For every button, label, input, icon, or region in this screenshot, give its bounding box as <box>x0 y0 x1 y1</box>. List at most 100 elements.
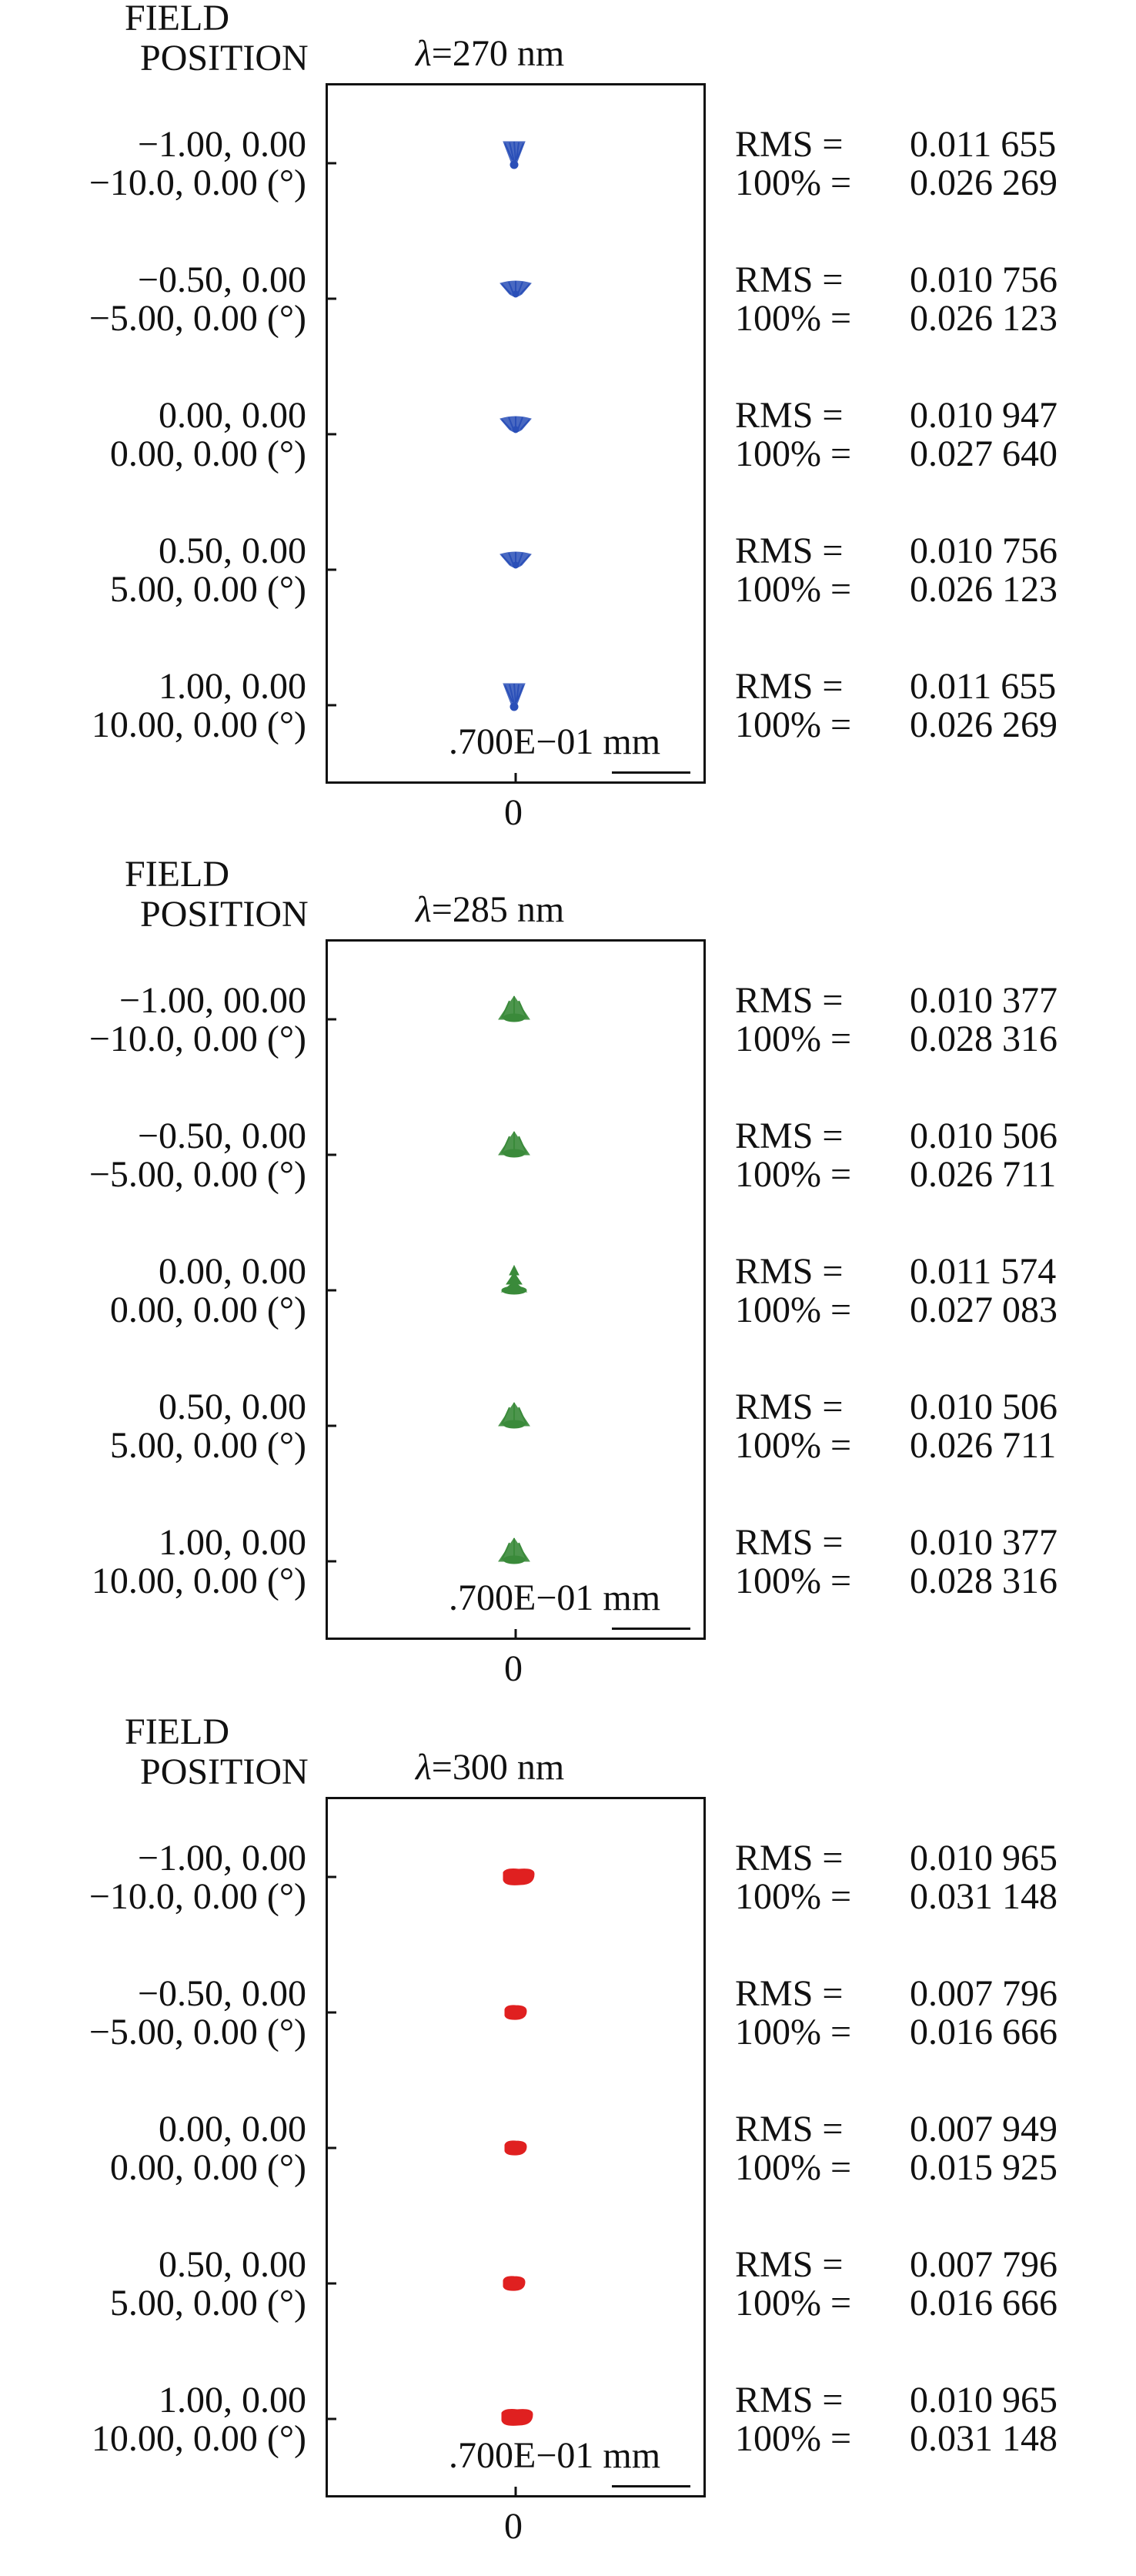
spot-layer <box>500 141 532 711</box>
geo-radius-label: 100% = <box>735 298 852 339</box>
spot-diagram-panel-285nm: FIELD POSITION λ=285 nm 0 .700E−01 mm −1… <box>0 856 1136 1718</box>
rms-value: 0.011 655 <box>910 124 1057 165</box>
geo-radius-value: 0.027 083 <box>910 1290 1057 1330</box>
geo-radius-label: 100% = <box>735 162 852 203</box>
geo-radius-label: 100% = <box>735 704 852 745</box>
spot-285-f1 <box>498 995 530 1022</box>
spot-285-f4 <box>498 1402 530 1429</box>
field-header: FIELD <box>125 0 229 38</box>
rms-value: 0.010 965 <box>910 1838 1057 1878</box>
field-angle: 10.00, 0.00 (°) <box>91 1561 306 1601</box>
spot-layer <box>501 1868 535 2426</box>
field-normalized: −1.00, 00.00 <box>119 980 306 1021</box>
scale-label: .700E−01 mm <box>449 2435 661 2476</box>
geo-radius-value: 0.028 316 <box>910 1561 1057 1601</box>
field-normalized: 0.50, 0.00 <box>159 1387 306 1427</box>
rms-label: RMS = <box>735 1387 844 1427</box>
rms-value: 0.007 796 <box>910 2244 1057 2285</box>
field-row: −1.00, 0.00 −10.0, 0.00 (°) RMS = 0.011 … <box>0 126 1136 219</box>
field-angle: 5.00, 0.00 (°) <box>109 1425 306 1466</box>
field-angle: 5.00, 0.00 (°) <box>109 569 306 610</box>
field-angle: −5.00, 0.00 (°) <box>89 298 306 339</box>
field-header: FIELD <box>125 1711 229 1752</box>
wavelength-value: =270 nm <box>431 33 565 74</box>
geo-radius-value: 0.026 711 <box>910 1154 1057 1195</box>
rms-label: RMS = <box>735 2244 844 2285</box>
geo-radius-value: 0.031 148 <box>910 2418 1057 2459</box>
geo-radius-value: 0.028 316 <box>910 1019 1057 1059</box>
wavelength-value: =300 nm <box>431 1747 565 1788</box>
rms-value: 0.010 965 <box>910 2380 1057 2420</box>
geo-radius-label: 100% = <box>735 2283 852 2323</box>
geo-radius-value: 0.026 123 <box>910 298 1057 339</box>
field-angle: 0.00, 0.00 (°) <box>109 1290 306 1330</box>
geo-radius-value: 0.016 666 <box>910 2283 1057 2323</box>
field-row: 0.00, 0.00 0.00, 0.00 (°) RMS = 0.007 94… <box>0 2111 1136 2203</box>
rms-label: RMS = <box>735 2109 844 2149</box>
lambda-symbol: λ <box>416 889 432 930</box>
geo-radius-label: 100% = <box>735 1876 852 1917</box>
geo-radius-label: 100% = <box>735 1561 852 1601</box>
spot-300-f4 <box>503 2276 526 2291</box>
geo-radius-label: 100% = <box>735 1154 852 1195</box>
field-normalized: −0.50, 0.00 <box>137 1973 306 2014</box>
geo-radius-value: 0.026 269 <box>910 704 1057 745</box>
field-normalized: −0.50, 0.00 <box>137 1116 306 1156</box>
spot-diagram-panel-300nm: FIELD POSITION λ=300 nm 0 .700E−01 mm −1… <box>0 1714 1136 2576</box>
field-normalized: −0.50, 0.00 <box>137 259 306 300</box>
spot-270-f1 <box>503 141 526 169</box>
field-row: 1.00, 0.00 10.00, 0.00 (°) RMS = 0.011 6… <box>0 668 1136 761</box>
x-tick-label: 0 <box>504 792 523 833</box>
geo-radius-value: 0.015 925 <box>910 2147 1057 2188</box>
field-row: 0.00, 0.00 0.00, 0.00 (°) RMS = 0.010 94… <box>0 397 1136 490</box>
spot-diagram-panel-270nm: FIELD POSITION λ=270 nm 0 .700E−01 mm −1… <box>0 0 1136 862</box>
field-row: 1.00, 0.00 10.00, 0.00 (°) RMS = 0.010 9… <box>0 2382 1136 2474</box>
geo-radius-label: 100% = <box>735 2147 852 2188</box>
rms-value: 0.010 947 <box>910 395 1057 436</box>
field-angle: 0.00, 0.00 (°) <box>109 433 306 474</box>
rms-value: 0.010 506 <box>910 1116 1057 1156</box>
field-normalized: 1.00, 0.00 <box>159 1522 306 1563</box>
field-normalized: 0.00, 0.00 <box>159 2109 306 2149</box>
geo-radius-label: 100% = <box>735 569 852 610</box>
field-angle: −10.0, 0.00 (°) <box>89 1876 306 1917</box>
field-row: 0.50, 0.00 5.00, 0.00 (°) RMS = 0.010 50… <box>0 1389 1136 1481</box>
wavelength-label: λ=285 nm <box>416 892 564 928</box>
rms-label: RMS = <box>735 666 844 707</box>
spot-285-f3 <box>500 1264 528 1295</box>
field-row: 0.50, 0.00 5.00, 0.00 (°) RMS = 0.007 79… <box>0 2246 1136 2339</box>
rms-label: RMS = <box>735 980 844 1021</box>
field-angle: −10.0, 0.00 (°) <box>89 162 306 203</box>
rms-label: RMS = <box>735 2380 844 2420</box>
field-angle: 10.00, 0.00 (°) <box>91 704 306 745</box>
geo-radius-label: 100% = <box>735 433 852 474</box>
field-angle: −10.0, 0.00 (°) <box>89 1019 306 1059</box>
rms-value: 0.011 574 <box>910 1251 1057 1292</box>
rms-value: 0.007 796 <box>910 1973 1057 2014</box>
spot-300-f2 <box>504 2005 527 2020</box>
wavelength-value: =285 nm <box>431 889 565 930</box>
field-row: −1.00, 00.00 −10.0, 0.00 (°) RMS = 0.010… <box>0 982 1136 1075</box>
scale-bar <box>612 771 690 774</box>
spot-300-f3 <box>504 2140 527 2156</box>
position-header: POSITION <box>140 38 309 79</box>
field-normalized: −1.00, 0.00 <box>137 124 306 165</box>
rms-value: 0.010 377 <box>910 980 1057 1021</box>
spot-layer <box>498 995 530 1564</box>
spot-300-f5 <box>501 2409 533 2426</box>
rms-label: RMS = <box>735 1251 844 1292</box>
x-tick-label: 0 <box>504 2506 523 2547</box>
scale-label: .700E−01 mm <box>449 721 661 762</box>
lambda-symbol: λ <box>416 1747 432 1788</box>
field-row: 0.00, 0.00 0.00, 0.00 (°) RMS = 0.011 57… <box>0 1253 1136 1346</box>
rms-value: 0.010 756 <box>910 530 1057 571</box>
geo-radius-label: 100% = <box>735 2012 852 2052</box>
field-normalized: 0.50, 0.00 <box>159 2244 306 2285</box>
geo-radius-value: 0.031 148 <box>910 1876 1057 1917</box>
field-angle: −5.00, 0.00 (°) <box>89 1154 306 1195</box>
geo-radius-value: 0.026 711 <box>910 1425 1057 1466</box>
field-normalized: 0.00, 0.00 <box>159 1251 306 1292</box>
field-normalized: 0.50, 0.00 <box>159 530 306 571</box>
rms-label: RMS = <box>735 1116 844 1156</box>
geo-radius-label: 100% = <box>735 1019 852 1059</box>
